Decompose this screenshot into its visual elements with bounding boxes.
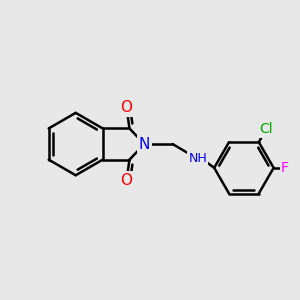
Text: Cl: Cl	[260, 122, 273, 136]
Text: O: O	[121, 173, 133, 188]
Text: O: O	[121, 100, 133, 115]
Text: N: N	[139, 136, 150, 152]
Text: F: F	[281, 161, 289, 175]
Text: NH: NH	[188, 152, 207, 165]
